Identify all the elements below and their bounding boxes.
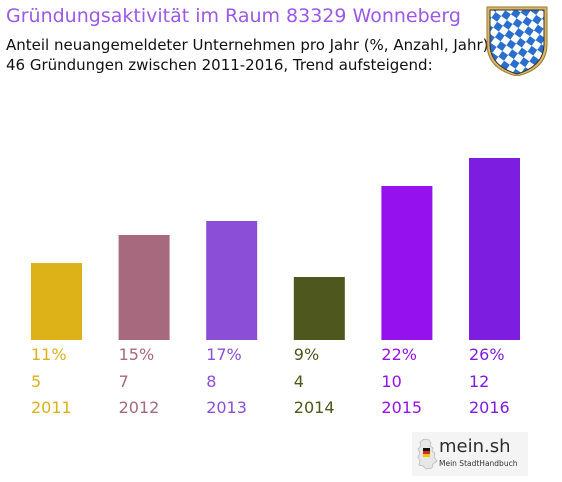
count-label-2016: 12	[469, 372, 490, 391]
bar-2014	[293, 277, 345, 340]
percent-label-2014: 9%	[293, 345, 320, 364]
chart-title: Gründungsaktivität im Raum 83329 Wonnebe…	[6, 5, 461, 27]
count-label-2012: 7	[118, 372, 129, 391]
chart-subtitle: Anteil neuangemeldeter Unternehmen pro J…	[6, 36, 489, 54]
year-label-2016: 2016	[469, 398, 510, 417]
count-label-2014: 4	[293, 372, 304, 391]
year-label-2012: 2012	[118, 398, 160, 417]
mein-sh-logo[interactable]: mein.sh Mein StadtHandbuch	[412, 432, 528, 476]
bar-2012	[118, 235, 170, 340]
count-label-2011: 5	[31, 372, 42, 391]
count-label-2015: 10	[381, 372, 402, 391]
percent-label-2015: 22%	[381, 345, 417, 364]
germany-map-icon	[417, 438, 438, 470]
percent-label-2016: 26%	[469, 345, 505, 364]
percent-label-2012: 15%	[118, 345, 155, 364]
percent-label-2011: 11%	[31, 345, 67, 364]
logo-name: mein.sh	[439, 436, 511, 457]
logo-tagline: Mein StadtHandbuch	[439, 459, 518, 468]
year-label-2011: 2011	[31, 398, 72, 417]
bar-2016	[469, 158, 520, 340]
bar-2013	[206, 221, 258, 340]
bar-2011	[31, 263, 82, 340]
year-label-2014: 2014	[293, 398, 335, 417]
bar-2015	[381, 186, 433, 340]
chart-summary: 46 Gründungen zwischen 2011-2016, Trend …	[6, 56, 433, 74]
count-label-2013: 8	[206, 372, 217, 391]
year-label-2015: 2015	[381, 398, 423, 417]
year-label-2013: 2013	[206, 398, 247, 417]
percent-label-2013: 17%	[206, 345, 242, 364]
bavarian-coat-of-arms-icon	[486, 6, 548, 76]
